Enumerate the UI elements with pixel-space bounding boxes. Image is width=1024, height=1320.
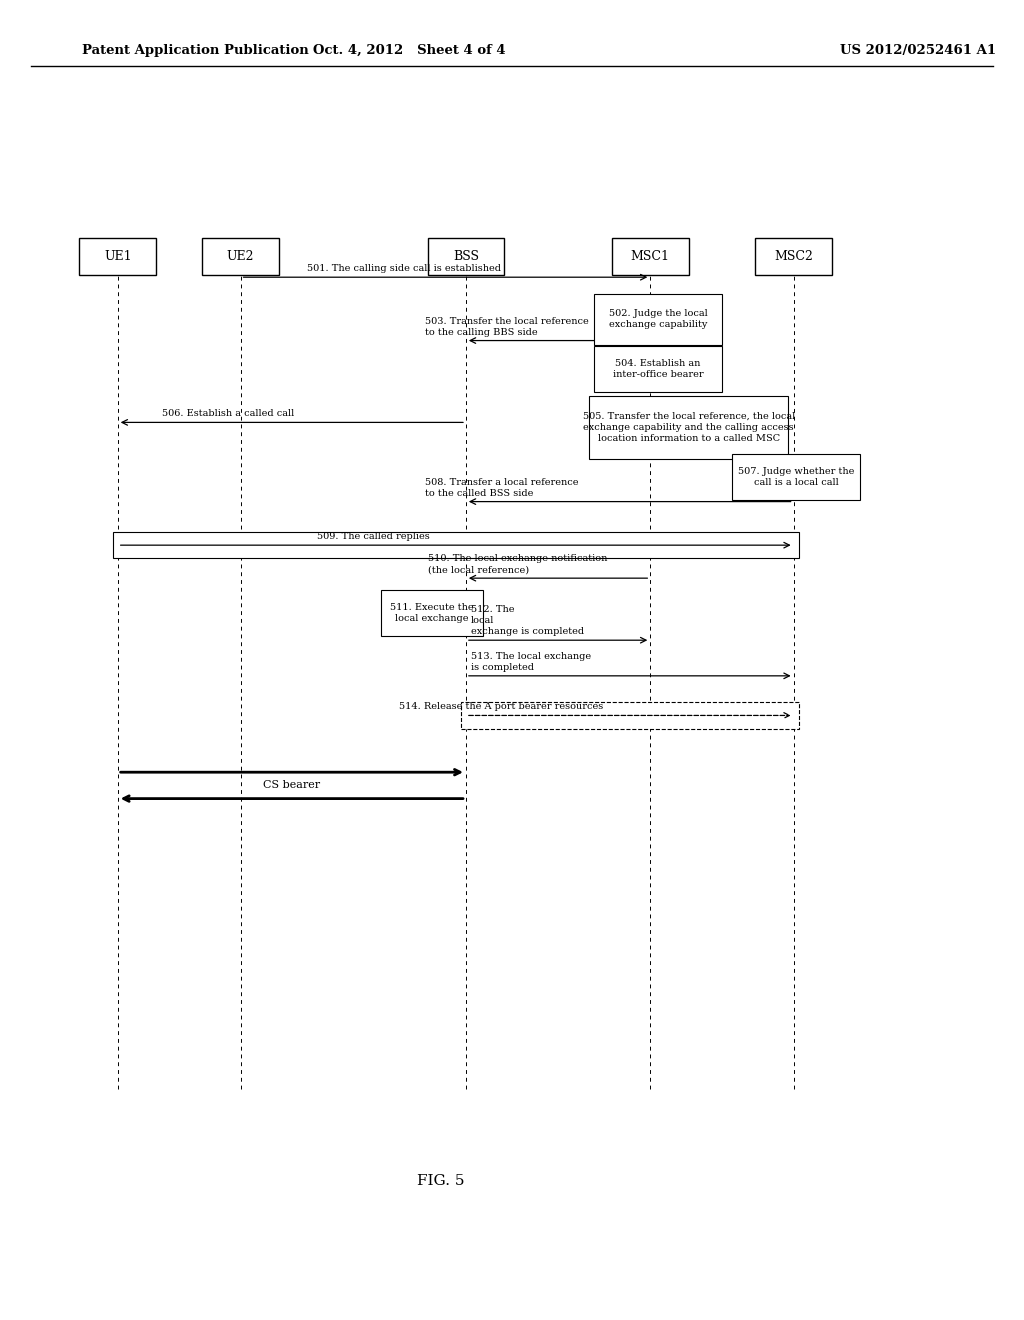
Text: 501. The calling side call is established: 501. The calling side call is establishe… [307, 264, 501, 273]
Text: 506. Establish a called call: 506. Establish a called call [162, 409, 294, 418]
Text: 508. Transfer a local reference
to the called BSS side: 508. Transfer a local reference to the c… [425, 478, 579, 498]
Text: 505. Transfer the local reference, the local
exchange capability and the calling: 505. Transfer the local reference, the l… [583, 412, 795, 444]
Bar [594, 294, 722, 345]
Text: 512. The
local
exchange is completed: 512. The local exchange is completed [471, 605, 584, 636]
Bar [732, 454, 860, 500]
Text: MSC1: MSC1 [631, 249, 670, 263]
Bar [113, 532, 799, 558]
Text: 511. Execute the
local exchange: 511. Execute the local exchange [390, 603, 474, 623]
Text: UE1: UE1 [104, 249, 131, 263]
Text: Oct. 4, 2012   Sheet 4 of 4: Oct. 4, 2012 Sheet 4 of 4 [313, 44, 506, 57]
Text: MSC2: MSC2 [774, 249, 813, 263]
Text: CS bearer: CS bearer [263, 780, 321, 791]
Text: UE2: UE2 [227, 249, 254, 263]
Text: 502. Judge the local
exchange capability: 502. Judge the local exchange capability [608, 309, 708, 330]
Text: 514. Release the A port bearer resources: 514. Release the A port bearer resources [399, 702, 603, 711]
Text: 503. Transfer the local reference
to the calling BBS side: 503. Transfer the local reference to the… [425, 317, 589, 337]
Bar [756, 238, 831, 275]
Bar [612, 238, 688, 275]
Bar [381, 590, 483, 636]
Text: 510. The local exchange notification
(the local reference): 510. The local exchange notification (th… [428, 554, 607, 574]
Bar [80, 238, 157, 275]
Bar [202, 238, 279, 275]
Bar [594, 346, 722, 392]
Text: Patent Application Publication: Patent Application Publication [82, 44, 308, 57]
Bar [589, 396, 788, 459]
Bar [461, 702, 799, 729]
Text: 507. Judge whether the
call is a local call: 507. Judge whether the call is a local c… [738, 467, 854, 487]
Text: 509. The called replies: 509. The called replies [317, 532, 430, 541]
Bar [428, 238, 505, 275]
Text: US 2012/0252461 A1: US 2012/0252461 A1 [840, 44, 995, 57]
Text: 513. The local exchange
is completed: 513. The local exchange is completed [471, 652, 591, 672]
Text: FIG. 5: FIG. 5 [417, 1175, 464, 1188]
Text: 504. Establish an
inter-office bearer: 504. Establish an inter-office bearer [612, 359, 703, 379]
Text: BSS: BSS [453, 249, 479, 263]
